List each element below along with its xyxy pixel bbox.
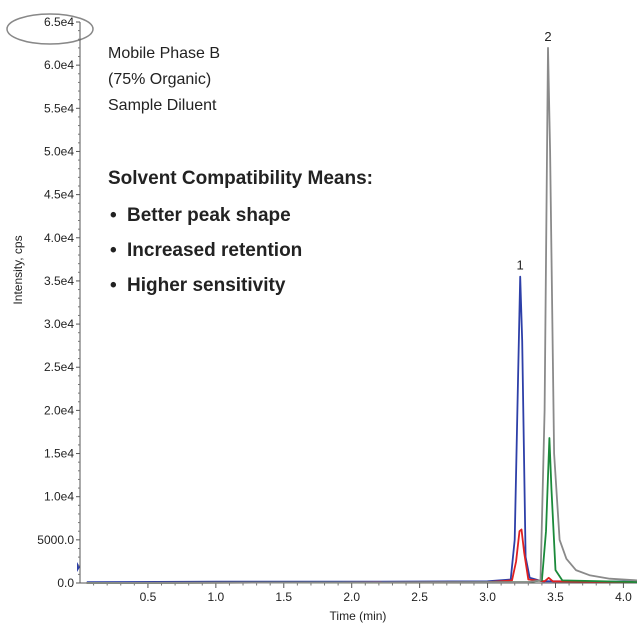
y-tick-label: 4.0e4 <box>44 231 74 245</box>
max-label-highlight <box>6 13 94 45</box>
y-tick-label: 5000.0 <box>37 533 74 547</box>
series-line-2 <box>86 528 638 584</box>
peak-label-1: 1 <box>517 258 524 273</box>
x-tick-label: 1.5 <box>275 590 292 604</box>
bullet-dot-3: • <box>110 275 117 296</box>
x-tick-label: 3.5 <box>547 590 564 604</box>
annotation-heading: Solvent Compatibility Means: <box>108 168 373 189</box>
y-tick-label: 5.0e4 <box>44 144 74 158</box>
peak-label-2: 2 <box>544 29 551 44</box>
bullet-dot-2: • <box>110 240 117 261</box>
annotation-bullet-2: Increased retention <box>127 240 302 261</box>
x-tick-label: 1.0 <box>208 590 225 604</box>
y-axis-title: Intensity, cps <box>11 235 25 304</box>
y-tick-label: 1.0e4 <box>44 490 74 504</box>
x-tick-label: 0.5 <box>140 590 157 604</box>
annotation-bullet-3: Higher sensitivity <box>127 275 286 296</box>
y-tick-label: 2.0e4 <box>44 403 74 417</box>
x-tick-label: 4.0 <box>615 590 632 604</box>
annotation-line-3: Sample Diluent <box>108 97 217 114</box>
y-tick-label: 5.5e4 <box>44 101 74 115</box>
axis-origin-marker <box>77 562 80 572</box>
x-tick-label: 2.0 <box>343 590 360 604</box>
annotation-bullet-1: Better peak shape <box>127 205 291 226</box>
y-tick-label: 3.5e4 <box>44 274 74 288</box>
x-tick-label: 3.0 <box>479 590 496 604</box>
y-tick-label: 2.5e4 <box>44 360 74 374</box>
annotation-line-1: Mobile Phase B <box>108 45 220 62</box>
series-line-4 <box>86 47 638 584</box>
y-tick-label: 6.0e4 <box>44 58 74 72</box>
y-tick-label: 6.5e4 <box>44 15 74 29</box>
y-tick-label: 3.0e4 <box>44 317 74 331</box>
y-tick-label: 4.5e4 <box>44 188 74 202</box>
x-axis-title: Time (min) <box>330 609 387 623</box>
y-tick-label: 1.5e4 <box>44 447 74 461</box>
annotation-line-2: (75% Organic) <box>108 71 211 88</box>
x-tick-label: 2.5 <box>411 590 428 604</box>
bullet-dot-1: • <box>110 205 117 226</box>
y-tick-label: 0.0 <box>57 576 74 590</box>
